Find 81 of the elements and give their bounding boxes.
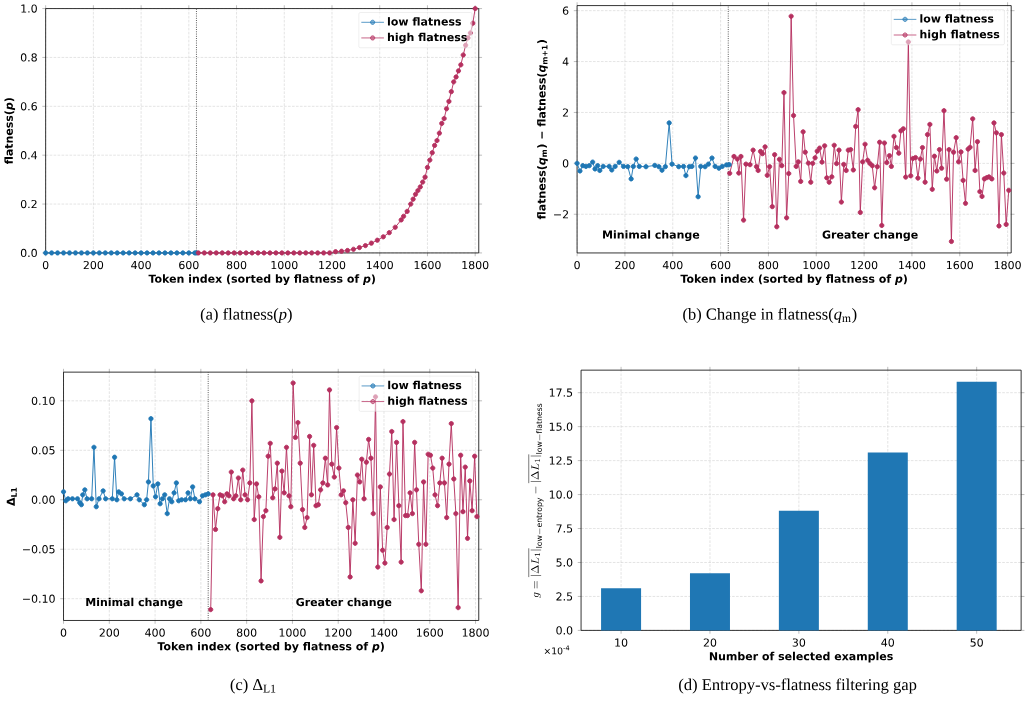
- y-tick-label: 7.5: [556, 524, 573, 533]
- y-tick-label: 4: [562, 57, 569, 66]
- y-tick-label: 0.0: [556, 626, 573, 635]
- x-axis-title: Number of selected examples: [709, 651, 893, 663]
- annotation: Greater change: [296, 597, 392, 609]
- x-axis-title: Token index (sorted by flatness of p): [680, 274, 907, 286]
- y-tick-label: 0.2: [20, 199, 37, 209]
- x-tick-label: 1400: [371, 628, 398, 637]
- x-tick-label: 1200: [325, 628, 352, 637]
- y-tick-label: 0.8: [20, 53, 37, 62]
- y-tick-label: 10.0: [549, 490, 573, 499]
- y-tick-label: 0.0: [20, 248, 37, 258]
- y-tick-label: 2.5: [556, 592, 573, 601]
- legend-label: low flatness: [920, 14, 994, 23]
- text: (b) Change in flatness(q$_{m}$): [683, 307, 857, 324]
- x-tick-label: 1600: [946, 260, 974, 270]
- x-tick-label: 1000: [271, 260, 298, 270]
- annotation: Greater change: [822, 230, 918, 242]
- x-tick-label: 50: [970, 638, 983, 647]
- legend-label: high flatness: [388, 396, 468, 408]
- y-tick-label: 6: [562, 6, 569, 15]
- y-tick-label: 0.4: [20, 151, 38, 160]
- x-tick-label: 1200: [319, 260, 346, 270]
- y-tick-label: −0.05: [23, 545, 55, 554]
- y-tick-label: 17.5: [549, 388, 573, 397]
- x-tick-label: 800: [758, 260, 779, 270]
- y-axis-title: $g = \overline{|\Delta L_1|}_{\mathrm{low-entropy}} - \overline{|\Delta L_1|}_{\mathrm{low-flatness}}$: [528, 403, 544, 598]
- x-tick-label: 1800: [994, 260, 1021, 270]
- x-axis-title: Token index (sorted by flatness of p): [157, 641, 384, 653]
- x-tick-label: 400: [662, 260, 683, 270]
- x-tick-label: 10: [615, 638, 628, 647]
- y-tick-label: −0.10: [23, 594, 55, 603]
- y-tick-label: 1.0: [21, 4, 37, 13]
- legend-label: high flatness: [387, 32, 467, 44]
- x-tick-label: 1600: [414, 260, 441, 270]
- x-tick-label: 600: [179, 260, 199, 270]
- x-tick-label: 200: [83, 260, 104, 270]
- x-tick-label: 400: [145, 628, 165, 637]
- y-axis-title: flatness(p): [4, 98, 16, 165]
- x-tick-label: 800: [236, 628, 257, 637]
- y-tick-label: −2: [554, 210, 569, 219]
- y-tick-label: 15.0: [549, 422, 573, 431]
- legend-label: low flatness: [388, 380, 462, 390]
- x-tick-label: 20: [703, 638, 717, 647]
- x-tick-label: 400: [131, 260, 151, 270]
- x-tick-label: 200: [615, 260, 635, 270]
- y-tick-label: 0: [562, 159, 569, 168]
- x-tick-label: 600: [710, 260, 731, 270]
- legend-label: high flatness: [920, 29, 1000, 41]
- text: (c) Δ$_{L1}$: [230, 678, 276, 694]
- y-tick-label: 0.05: [31, 446, 55, 455]
- x-tick-label: 1400: [899, 260, 926, 270]
- text: (a) flatness(p): [200, 307, 292, 324]
- y-tick-label: 0.00: [31, 495, 55, 504]
- x-tick-label: 30: [792, 638, 806, 647]
- x-axis-title: Token index (sorted by flatness of p): [148, 274, 375, 286]
- legend-label: low flatness: [387, 17, 462, 26]
- x-tick-label: 0: [574, 260, 580, 270]
- y-tick-label: 0.6: [20, 102, 37, 111]
- x-tick-label: 1000: [803, 260, 830, 270]
- text: (d) Entropy-vs-flatness filtering gap: [679, 678, 917, 694]
- y-tick-label: 2: [562, 108, 569, 117]
- x-tick-label: 600: [191, 628, 211, 637]
- x-tick-label: 0: [60, 628, 67, 637]
- x-tick-label: 1000: [279, 628, 306, 637]
- y-tick-label: 12.5: [549, 456, 573, 465]
- y-tick-label: 0.10: [31, 396, 55, 405]
- y-axis-title: flatness(q$_{m}$) − flatness(q$_{m+1}$): [537, 40, 548, 220]
- x-tick-label: 1400: [366, 260, 393, 270]
- annotation: Minimal change: [86, 597, 183, 609]
- x-tick-label: 1200: [851, 260, 878, 270]
- x-tick-label: 40: [881, 638, 895, 647]
- x-tick-label: 800: [226, 260, 247, 270]
- x-tick-label: 1800: [462, 260, 489, 270]
- text: ×10$^{-4}$: [544, 645, 570, 655]
- y-axis-title: Δ$_{L1}$: [6, 487, 17, 506]
- x-tick-label: 200: [99, 628, 120, 637]
- y-tick-label: 5.0: [556, 558, 573, 567]
- x-tick-label: 1800: [462, 628, 489, 637]
- x-tick-label: 1600: [416, 628, 443, 637]
- annotation: Minimal change: [603, 230, 700, 242]
